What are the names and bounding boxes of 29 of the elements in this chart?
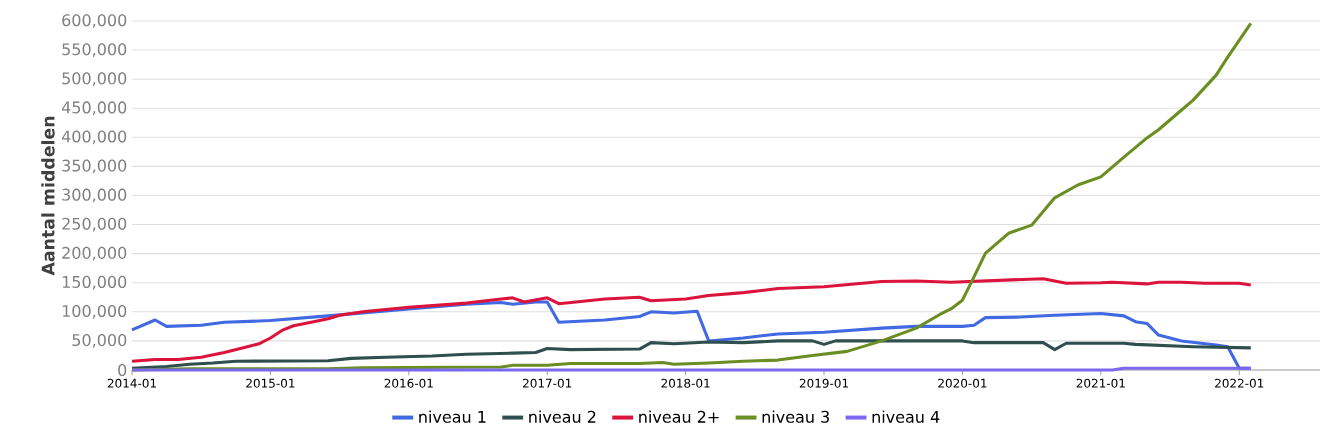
line-series xyxy=(130,277,1253,363)
x-tick-label: 2018-01 xyxy=(661,378,710,388)
y-tick-label: 50,000 xyxy=(72,334,127,348)
x-tick-label: 2014-01 xyxy=(107,378,156,388)
x-tick-label: 2022-01 xyxy=(1215,378,1264,388)
y-tick-label: 350,000 xyxy=(62,159,127,174)
x-tick-label: 2016-01 xyxy=(384,378,433,388)
x-tick-label: 2019-01 xyxy=(799,378,848,388)
y-tick-label: 550,000 xyxy=(62,43,127,57)
x-tick-label: 2020-01 xyxy=(938,378,987,388)
legend-label: niveau 4 xyxy=(872,410,940,423)
y-tick-label: 100,000 xyxy=(62,304,127,319)
y-tick-label: 150,000 xyxy=(62,275,127,290)
y-tick-label: 600,000 xyxy=(62,14,127,28)
y-tick-label: 500,000 xyxy=(62,72,127,87)
y-tick-label: 200,000 xyxy=(62,246,127,261)
legend-label: niveau 1 xyxy=(419,410,486,423)
y-tick-label: 250,000 xyxy=(62,217,127,232)
legend-label: niveau 2+ xyxy=(639,410,719,423)
x-tick-label: 2021-01 xyxy=(1076,378,1125,388)
x-tick-label: 2017-01 xyxy=(523,378,572,388)
y-tick-label: 0 xyxy=(118,363,127,377)
legend-label: niveau 2 xyxy=(529,410,596,423)
y-tick-label: 450,000 xyxy=(61,101,127,116)
y-axis-title: Aantal middelen xyxy=(41,116,55,276)
x-tick-label: 2015-01 xyxy=(246,378,295,388)
y-tick-label: 400,000 xyxy=(61,130,127,145)
y-tick-label: 300,000 xyxy=(62,188,127,203)
legend-label: niveau 3 xyxy=(762,410,829,423)
